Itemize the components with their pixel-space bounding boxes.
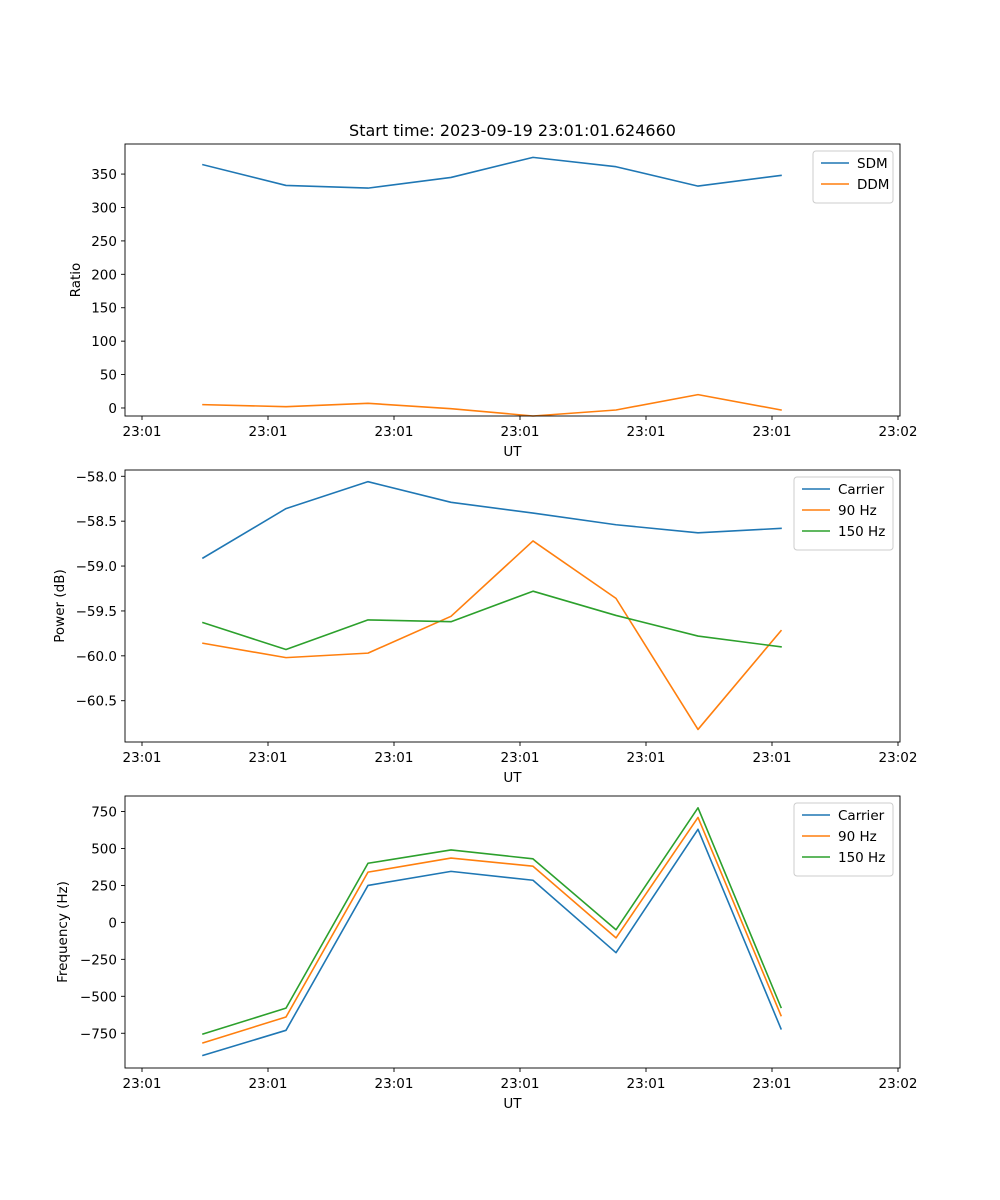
- legend-entry: DDM: [857, 177, 889, 193]
- y-tick-label: −59.0: [76, 559, 117, 575]
- x-tick-label: 23:01: [753, 750, 792, 766]
- subplot-2: 23:01 23:01 23:01 23:01 23:01 23:01 23:02 −58.0…: [52, 469, 917, 786]
- y-tick-label: −60.5: [76, 694, 117, 710]
- series-line-90-hz: [201, 816, 783, 1044]
- y-tick-label: −250: [80, 952, 117, 968]
- x-tick-label: 23:01: [249, 750, 288, 766]
- x-tick-label: 23:01: [627, 424, 666, 440]
- x-tick-label: 23:02: [879, 1076, 918, 1092]
- series-line-sdm: [202, 156, 782, 189]
- y-tick-label: 750: [91, 805, 117, 821]
- x-tick-label: 23:01: [375, 424, 414, 440]
- y-tick-label: −750: [80, 1026, 117, 1042]
- x-tick-label: 23:01: [123, 424, 162, 440]
- x-axis-label: UT: [503, 444, 522, 460]
- y-axis-label: Ratio: [68, 263, 84, 298]
- y-tick-label: 100: [91, 334, 117, 350]
- x-tick-label: 23:01: [249, 424, 288, 440]
- y-tick-label: 350: [91, 167, 117, 183]
- chart-title: Start time: 2023-09-19 23:01:01.624660: [349, 121, 676, 140]
- y-axis-label: Power (dB): [52, 569, 68, 642]
- x-tick-label: 23:01: [753, 1076, 792, 1092]
- legend-entry: 90 Hz: [838, 829, 877, 845]
- x-tick-label: 23:01: [501, 424, 540, 440]
- series-line-150-hz: [201, 590, 782, 651]
- x-tick-label: 23:01: [249, 1076, 288, 1092]
- x-tick-label: 23:01: [627, 750, 666, 766]
- legend-entry: Carrier: [838, 808, 885, 824]
- axes-frame: [124, 469, 901, 743]
- series-line-carrier: [202, 828, 783, 1057]
- x-axis-label: UT: [503, 1096, 522, 1112]
- x-tick-label: 23:01: [753, 424, 792, 440]
- subplot-3: 23:01 23:01 23:01 23:01 23:01 23:01 23:02 −750 −…: [55, 795, 918, 1112]
- x-tick-label: 23:01: [627, 1076, 666, 1092]
- y-axis-label: Frequency (Hz): [55, 881, 71, 983]
- legend: Carrier 90 Hz 150 Hz: [793, 476, 894, 551]
- x-tick-label: 23:01: [123, 750, 162, 766]
- y-tick-label: 300: [91, 200, 117, 216]
- y-tick-label: 0: [108, 915, 117, 931]
- legend: Carrier 90 Hz 150 Hz: [793, 802, 894, 877]
- legend-entry: 150 Hz: [838, 524, 885, 540]
- y-tick-label: −59.5: [76, 604, 117, 620]
- legend-entry: 90 Hz: [838, 503, 877, 519]
- legend-box: [812, 150, 894, 204]
- series-line-150-hz: [201, 807, 783, 1036]
- series-line-ddm: [202, 393, 782, 417]
- legend-entry: SDM: [857, 156, 888, 172]
- y-tick-label: −60.0: [76, 649, 117, 665]
- series-line-90-hz: [202, 540, 783, 731]
- x-tick-label: 23:01: [501, 1076, 540, 1092]
- legend-entry: Carrier: [838, 482, 885, 498]
- y-tick-label: 0: [108, 401, 117, 417]
- x-tick-label: 23:01: [375, 1076, 414, 1092]
- series-line-carrier: [201, 480, 782, 560]
- y-tick-label: 250: [91, 878, 117, 894]
- y-tick-label: −500: [80, 989, 117, 1005]
- legend: SDM DDM: [812, 150, 894, 204]
- y-tick-label: 150: [91, 301, 117, 317]
- y-tick-label: 200: [91, 267, 117, 283]
- y-tick-label: 50: [100, 368, 117, 384]
- x-axis-label: UT: [503, 770, 522, 786]
- axes-frame: [124, 795, 901, 1069]
- subplot-1: 23:01 23:01 23:01 23:01 23:01 23:01 23:02 0 50 10…: [68, 143, 918, 460]
- axes-frame: [124, 143, 901, 417]
- legend-entry: 150 Hz: [838, 850, 885, 866]
- x-tick-label: 23:01: [375, 750, 414, 766]
- y-tick-label: 250: [91, 234, 117, 250]
- x-tick-label: 23:01: [501, 750, 540, 766]
- x-tick-label: 23:02: [879, 750, 918, 766]
- y-tick-label: −58.0: [76, 469, 117, 485]
- y-tick-label: 500: [91, 841, 117, 857]
- y-tick-label: −58.5: [76, 514, 117, 530]
- x-tick-label: 23:01: [123, 1076, 162, 1092]
- chart-root: 23:01 23:01 23:01 23:01 23:01 23:01 23:02 0 50 10…: [52, 143, 918, 1112]
- x-tick-label: 23:02: [879, 424, 918, 440]
